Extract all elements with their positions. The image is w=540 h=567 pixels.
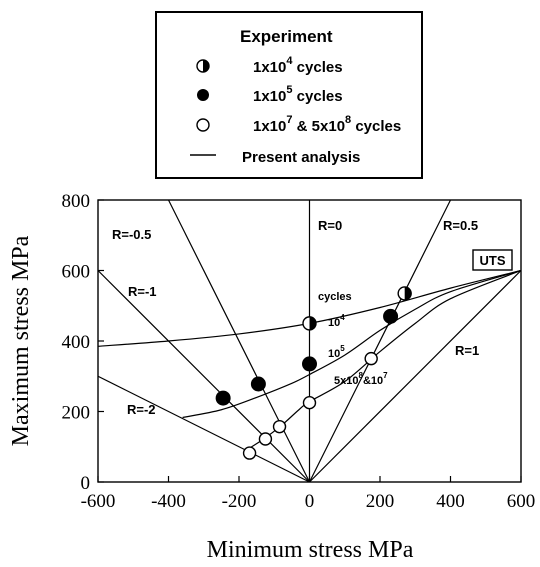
data-point-1e7-5e8 — [274, 421, 286, 433]
y-tick-label: 800 — [62, 191, 91, 212]
x-tick-label: -600 — [81, 491, 116, 512]
curve-label-1e5: 105 — [328, 344, 345, 360]
data-point-1e7-5e8 — [259, 433, 271, 445]
y-axis-label: Maximum stress MPa — [8, 235, 34, 446]
ratio-label-r-minus-2: R=-2 — [127, 402, 156, 417]
x-tick-label: 600 — [507, 491, 536, 512]
ratio-line — [98, 271, 310, 483]
curve-label-1e4: 104 — [328, 313, 345, 329]
data-point-1e7-5e8 — [304, 397, 316, 409]
x-tick-label: -400 — [151, 491, 186, 512]
half-filled-circle-icon — [197, 60, 209, 72]
legend-entry-label: Present analysis — [242, 149, 360, 166]
annotation-cycles: cycles — [318, 291, 352, 303]
filled-circle-icon — [197, 89, 209, 101]
uts-marker: UTS — [473, 250, 512, 270]
curve-labels: cycles 104 105 5x108&107 — [318, 291, 388, 387]
legend: Experiment 1x104 cycles 1x105 cycles 1x1… — [156, 12, 422, 178]
data-point-1e5 — [216, 391, 231, 406]
legend-entry-label: 1x104 cycles — [253, 55, 343, 76]
curve-label-5e8-1e7: 5x108&107 — [334, 371, 388, 387]
ratio-label-r-1: R=1 — [455, 343, 479, 358]
ratio-labels: R=-0.5 R=-1 R=-2 R=0 R=0.5 R=1 — [112, 218, 479, 417]
data-point-1e4 — [398, 287, 411, 300]
x-tick-label: -200 — [222, 491, 257, 512]
x-axis-label: Minimum stress MPa — [207, 537, 414, 563]
y-tick-label: 0 — [81, 473, 91, 494]
data-point-1e5 — [251, 377, 266, 392]
data-point-1e5 — [383, 309, 398, 324]
y-tick-label: 400 — [62, 332, 91, 353]
data-point-1e4 — [303, 317, 316, 330]
ratio-line — [169, 200, 310, 482]
open-circle-icon — [197, 119, 209, 131]
uts-label: UTS — [480, 253, 506, 268]
x-tick-label: 0 — [305, 491, 315, 512]
data-point-1e7-5e8 — [244, 447, 256, 459]
ratio-line — [310, 200, 451, 482]
legend-title: Experiment — [240, 27, 333, 46]
x-tick-label: 400 — [436, 491, 465, 512]
legend-entry-label: 1x105 cycles — [253, 84, 343, 105]
x-tick-label: 200 — [366, 491, 395, 512]
data-point-1e7-5e8 — [365, 353, 377, 365]
ratio-label-r-minus-1: R=-1 — [128, 284, 157, 299]
legend-entry-label: 1x107 & 5x108 cycles — [253, 114, 401, 135]
analysis-curve — [246, 271, 521, 451]
ratio-label-r-minus-0-5: R=-0.5 — [112, 227, 151, 242]
ratio-label-r-0-5: R=0.5 — [443, 218, 478, 233]
y-tick-label: 600 — [62, 262, 91, 283]
data-point-1e5 — [302, 356, 317, 371]
y-tick-label: 200 — [62, 403, 91, 424]
ratio-label-r-0: R=0 — [318, 218, 342, 233]
